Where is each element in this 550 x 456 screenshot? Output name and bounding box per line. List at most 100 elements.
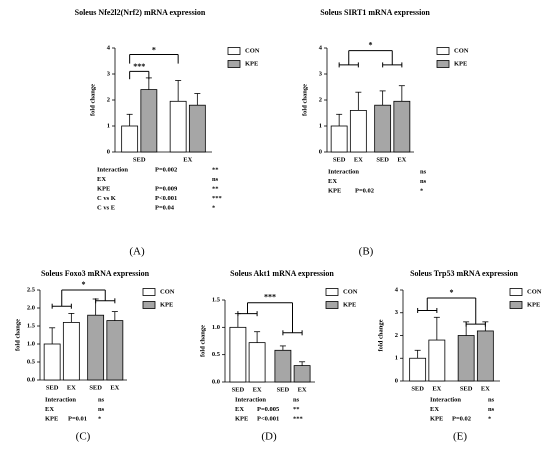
bar <box>87 314 105 381</box>
y-tick-label: 0 <box>107 148 110 155</box>
y-tick-label: 4 <box>395 286 399 293</box>
legend-swatch <box>325 288 339 296</box>
y-tick-label: 2 <box>395 332 398 339</box>
y-axis-label: fold change <box>14 319 21 351</box>
stats-term: KPE <box>97 185 110 192</box>
legend-swatch <box>227 47 241 55</box>
legend-label: KPE <box>160 301 173 308</box>
bar <box>106 320 124 381</box>
stats-p: P=0.04 <box>155 204 175 211</box>
stats-sig: ** <box>212 166 219 173</box>
x-tick-label: EX <box>298 386 307 393</box>
legend-label: CON <box>527 288 542 295</box>
y-tick-label: 4 <box>107 44 111 51</box>
legend-label: KPE <box>454 60 467 67</box>
stats-sig: ns <box>98 396 105 403</box>
y-axis-label: fold change <box>89 84 96 116</box>
x-tick-label: SED <box>277 386 290 393</box>
stats-sig: ns <box>212 176 219 183</box>
x-tick-label: EX <box>354 156 363 163</box>
x-tick-label: SED <box>232 386 245 393</box>
bar <box>374 104 392 153</box>
stats-term: Interaction <box>328 168 359 175</box>
stats-sig: ns <box>488 396 495 403</box>
y-tick-label: 1 <box>395 355 398 362</box>
x-tick-label: SED <box>333 156 346 163</box>
legend-label: CON <box>245 47 260 54</box>
y-tick-label: 2.5 <box>27 286 36 293</box>
y-tick-label: 1.5 <box>27 322 36 329</box>
chart-title: Soleus Foxo3 mRNA expression <box>41 269 150 278</box>
bar <box>293 365 311 383</box>
stats-sig: ** <box>293 406 300 413</box>
stats-p: P=0.002 <box>155 166 177 173</box>
stats-sig: ns <box>420 168 427 175</box>
y-tick-label: 0.0 <box>27 376 35 383</box>
stats-term: KPE <box>45 415 58 422</box>
y-tick-label: 0 <box>319 148 322 155</box>
bar <box>248 342 266 383</box>
x-tick-label: EX <box>253 386 262 393</box>
legend-label: CON <box>454 47 469 54</box>
stats-term: EX <box>328 178 337 185</box>
stats-sig: *** <box>293 415 303 422</box>
stats-p: P=0.005 <box>257 406 280 413</box>
legend-label: KPE <box>527 301 540 308</box>
x-tick-label: SED <box>411 385 424 392</box>
stats-term: EX <box>235 406 244 413</box>
stats-sig: ** <box>212 185 219 192</box>
legend-swatch <box>436 60 450 68</box>
legend-swatch <box>325 301 339 309</box>
stats-term: KPE <box>328 187 341 194</box>
chart-panel: Soleus Akt1 mRNA expression fold change 0.… <box>199 269 357 443</box>
bar <box>274 349 292 383</box>
y-tick-label: 0.0 <box>212 378 220 385</box>
x-tick-label: EX <box>397 156 406 163</box>
legend-swatch <box>509 288 523 296</box>
panel-label: (E) <box>453 431 467 443</box>
panel-label: (B) <box>359 246 374 258</box>
stats-term: KPE <box>235 415 248 422</box>
stats-term: Interaction <box>430 396 461 403</box>
y-tick-label: 4 <box>319 44 323 51</box>
y-axis-label: fold change <box>301 84 308 116</box>
legend-swatch <box>436 47 450 55</box>
y-tick-label: 1 <box>107 122 110 129</box>
significance-label: * <box>450 288 454 297</box>
bar <box>140 89 158 153</box>
x-tick-label: EX <box>432 385 441 392</box>
stats-p: P<0.001 <box>257 415 279 422</box>
stats-p: P=0.02 <box>452 415 471 422</box>
y-tick-label: 1.5 <box>212 296 221 303</box>
bar <box>229 326 247 383</box>
legend-swatch <box>142 288 156 296</box>
panel-label: (C) <box>76 431 91 443</box>
stats-term: EX <box>430 406 439 413</box>
y-tick-label: 2 <box>319 96 322 103</box>
stats-term: KPE <box>430 415 443 422</box>
stats-sig: * <box>488 415 491 422</box>
stats-term: C vs E <box>97 204 115 211</box>
x-tick-label: SED <box>89 384 102 391</box>
stats-p: P=0.009 <box>155 185 178 192</box>
chart-panel: Soleus SIRT1 mRNA expression fold change 0… <box>301 8 468 258</box>
legend-label: CON <box>343 288 358 295</box>
chart-title: Soleus Nfe2l2(Nrf2) mRNA expression <box>75 8 206 17</box>
x-tick-label: EX <box>67 384 76 391</box>
y-tick-label: 0.5 <box>212 351 221 358</box>
x-tick-label: EX <box>481 385 490 392</box>
significance-label: *** <box>133 62 145 71</box>
stats-p: P<0.001 <box>155 195 177 202</box>
bar <box>349 110 367 153</box>
legend-label: CON <box>160 288 175 295</box>
x-tick-label: SED <box>460 385 473 392</box>
chart-panel: Soleus Trp53 mRNA expression fold change 0… <box>377 269 541 443</box>
significance-label: * <box>152 45 156 54</box>
stats-p: P=0.02 <box>355 187 374 194</box>
x-tick-label: SED <box>376 156 389 163</box>
bar <box>393 100 411 153</box>
stats-sig: *** <box>212 195 222 202</box>
stats-p: P=0.01 <box>68 415 87 422</box>
y-tick-label: 0.5 <box>27 358 36 365</box>
